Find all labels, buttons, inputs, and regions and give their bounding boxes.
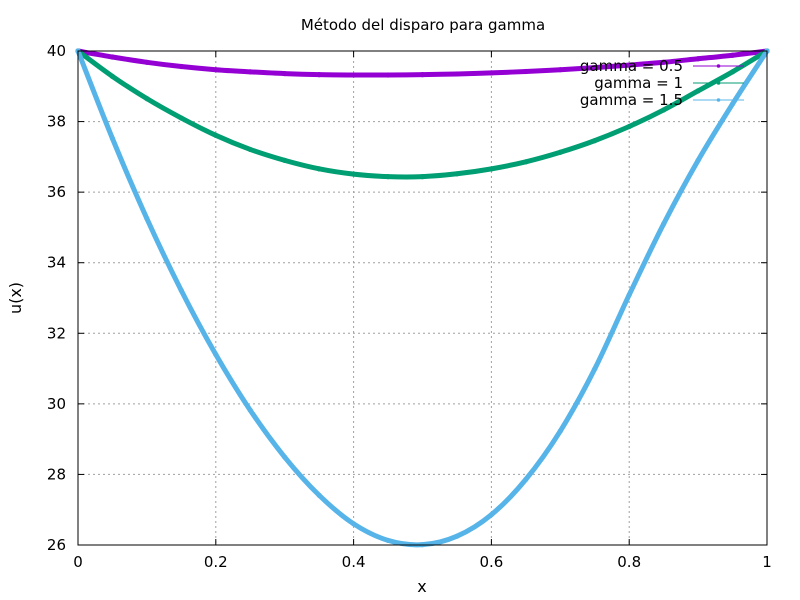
data-point [351, 521, 357, 527]
data-point [419, 174, 426, 180]
series-layer [75, 48, 770, 548]
data-point [592, 64, 598, 71]
data-point [213, 132, 219, 138]
data-point [419, 72, 426, 78]
data-point [178, 287, 184, 294]
legend-marker [716, 81, 721, 85]
data-point [213, 351, 219, 358]
x-tick-label: 0.2 [204, 553, 228, 571]
data-point [488, 512, 494, 518]
legend-marker [716, 64, 721, 68]
legend-label: gamma = 0.5 [580, 57, 683, 75]
data-point [557, 149, 563, 155]
x-tick-label: 0.8 [617, 553, 641, 571]
x-axis-label: x [417, 577, 426, 596]
data-point [178, 63, 184, 70]
axis-ticks: 0 0.2 0.4 0.6 0.8 1 26 28 30 32 34 36 38 40 [47, 42, 772, 571]
y-tick-label: 26 [47, 536, 66, 554]
data-point [592, 138, 598, 144]
y-tick-label: 34 [47, 254, 66, 272]
data-point [109, 73, 116, 80]
y-axis-label: u(x) [6, 282, 25, 314]
series-3 [75, 48, 770, 548]
y-tick-label: 40 [47, 42, 66, 60]
y-tick-label: 32 [47, 324, 66, 342]
data-point [557, 428, 563, 434]
y-tick-label: 38 [47, 113, 66, 131]
data-point [282, 454, 288, 460]
data-point [385, 72, 391, 78]
data-point [282, 70, 288, 77]
data-point [247, 407, 253, 413]
grid [78, 51, 767, 545]
y-tick-label: 30 [47, 395, 66, 413]
data-point [385, 537, 391, 544]
y-tick-label: 28 [47, 465, 66, 483]
data-point [523, 159, 529, 165]
data-point [661, 107, 667, 113]
data-point [523, 476, 529, 482]
data-point [247, 146, 253, 153]
legend-label: gamma = 1.5 [580, 91, 683, 109]
x-tick-label: 1 [762, 553, 772, 571]
data-point [661, 221, 667, 227]
data-point [557, 67, 563, 73]
x-tick-label: 0 [73, 553, 83, 571]
data-point [316, 492, 322, 498]
data-point [592, 366, 598, 372]
data-point [695, 56, 701, 62]
data-point [729, 52, 736, 58]
data-point [351, 171, 357, 177]
legend-entry: gamma = 1.5 [580, 91, 744, 109]
plot-frame [77, 50, 768, 546]
data-point [661, 59, 667, 65]
data-point [144, 216, 150, 222]
data-point [213, 67, 219, 73]
legend-entry: gamma = 0.5 [580, 57, 744, 75]
data-point [488, 70, 494, 76]
data-point [695, 157, 701, 163]
data-point [316, 72, 322, 78]
data-point [247, 69, 253, 75]
data-point [454, 71, 460, 77]
legend-entry: gamma = 1 [594, 74, 744, 92]
data-point [109, 135, 116, 142]
data-point [282, 157, 288, 163]
data-point [178, 115, 184, 121]
data-point [626, 292, 632, 298]
data-point [144, 96, 150, 102]
legend-marker [716, 98, 721, 102]
data-point [729, 101, 736, 107]
y-tick-label: 36 [47, 183, 66, 201]
chart-title: Método del disparo para gamma [301, 16, 545, 34]
x-tick-label: 0.6 [479, 553, 503, 571]
data-point [144, 59, 150, 65]
data-point [626, 62, 632, 68]
data-point [385, 174, 391, 180]
data-point [454, 533, 460, 539]
series-line [75, 48, 770, 548]
data-point [626, 123, 632, 130]
data-point [316, 166, 322, 172]
data-point [109, 54, 116, 60]
data-point [454, 171, 460, 177]
data-point [351, 72, 357, 78]
legend-label: gamma = 1 [594, 74, 683, 92]
data-point [695, 88, 701, 94]
data-point [523, 68, 529, 75]
x-tick-label: 0.4 [342, 553, 366, 571]
data-point [488, 166, 494, 172]
data-point [729, 69, 736, 75]
